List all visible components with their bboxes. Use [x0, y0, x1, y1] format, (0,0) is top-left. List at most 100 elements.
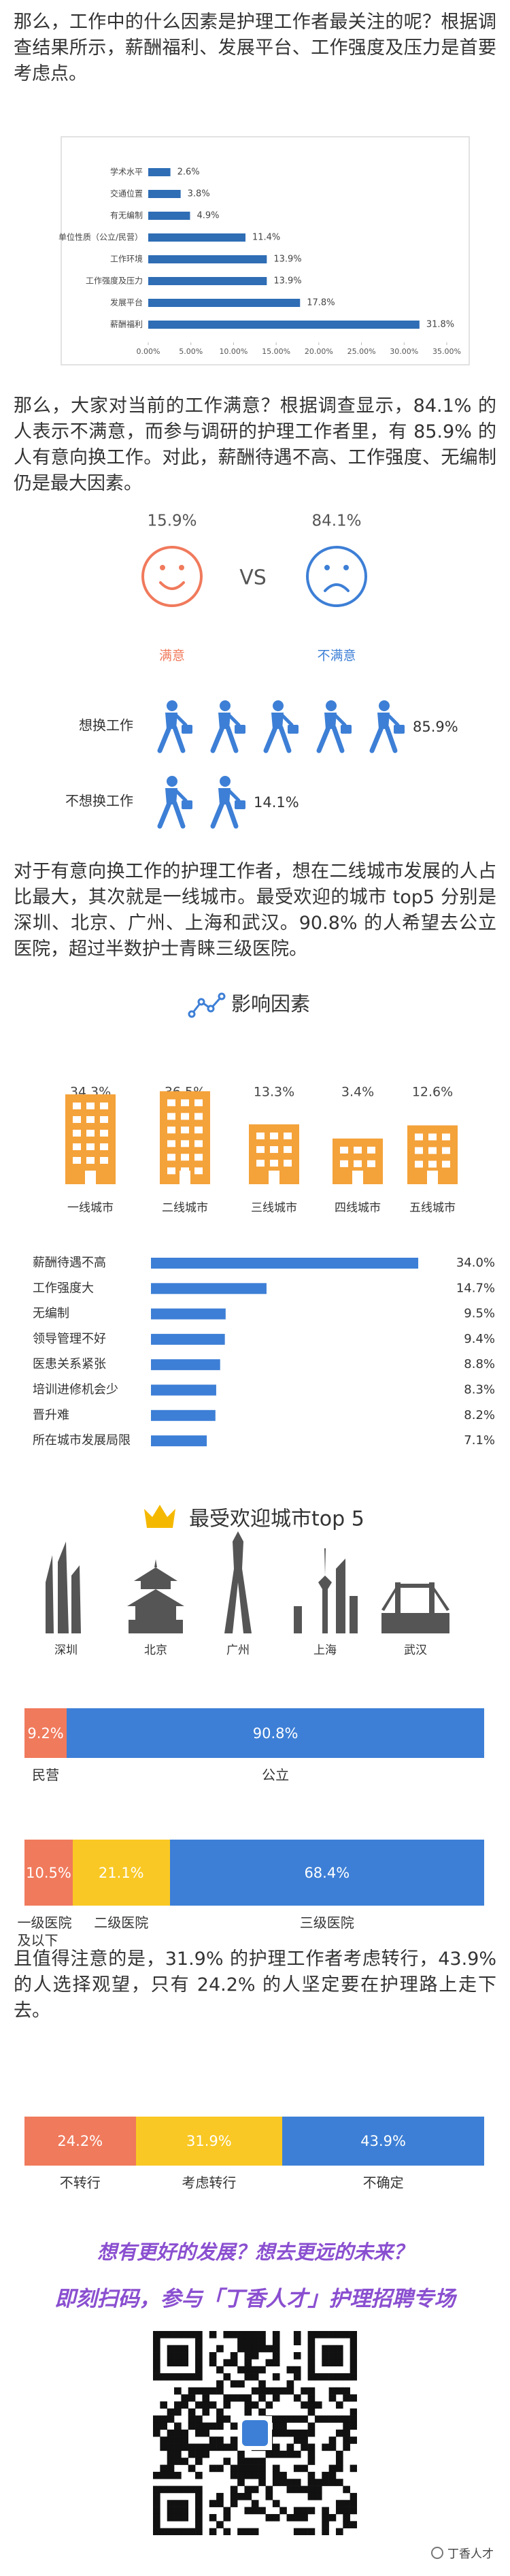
- qr-module: [307, 2479, 316, 2486]
- value-label: 13.3%: [254, 1085, 294, 1100]
- qr-module: [350, 2436, 357, 2444]
- value-label: 9.5%: [464, 1307, 495, 1321]
- qr-module: [153, 2338, 160, 2345]
- qr-module: [286, 2415, 294, 2423]
- legend-label: 公立: [262, 1767, 290, 1783]
- qr-module: [328, 2331, 337, 2338]
- qr-module: [216, 2521, 224, 2528]
- person-icon: [157, 700, 192, 753]
- legend-label: 二级医院: [94, 1914, 149, 1931]
- window: [100, 1156, 108, 1164]
- qr-module: [174, 2507, 182, 2515]
- qr-module: [343, 2429, 350, 2437]
- qr-module: [322, 2352, 329, 2360]
- qr-module: [237, 2394, 245, 2402]
- window: [73, 1102, 81, 1109]
- qr-module: [167, 2513, 175, 2522]
- qr-module: [188, 2422, 196, 2430]
- paragraph: 那么，工作中的什么因素是护理工作者最关注的呢？根据调查结果所示，薪酬福利、发展平…: [14, 12, 496, 84]
- value-label: 43.9%: [360, 2133, 406, 2149]
- category-label: 武汉: [404, 1644, 427, 1657]
- qr-module: [181, 2373, 189, 2381]
- qr-module: [167, 2528, 175, 2535]
- qr-module: [322, 2507, 329, 2515]
- stacked-chart: 10.5% 一级医院及以下 21.1% 二级医院 68.4% 三级医院: [0, 1840, 510, 1949]
- qr-module: [167, 2429, 175, 2437]
- window: [442, 1147, 450, 1154]
- qr-module: [216, 2345, 224, 2353]
- qr-module: [181, 2394, 189, 2402]
- qr-module: [181, 2401, 189, 2409]
- qr-module: [181, 2352, 189, 2360]
- qr-module: [216, 2408, 224, 2416]
- qr-module: [223, 2528, 231, 2535]
- qr-module: [230, 2500, 238, 2507]
- qr-module: [223, 2373, 231, 2381]
- qr-module: [307, 2338, 316, 2345]
- qr-logo: [242, 2420, 268, 2446]
- qr-module: [202, 2429, 210, 2437]
- legend-label: 考虑转行: [182, 2174, 237, 2191]
- door: [352, 1171, 363, 1184]
- qr-module: [244, 2345, 252, 2353]
- chart-svg: 最受欢迎城市top 5 深圳 北京 广州 上海 武汉: [46, 1505, 449, 1657]
- window: [194, 1140, 203, 1147]
- qr-module: [223, 2415, 231, 2423]
- qr-module: [195, 2485, 203, 2494]
- qr-module: [301, 2429, 308, 2437]
- qr-module: [251, 2331, 259, 2338]
- qr-module: [265, 2345, 273, 2353]
- qr-module: [223, 2507, 231, 2515]
- qr-module: [237, 2338, 245, 2345]
- category-label: 工作环境: [110, 254, 143, 264]
- category-label: 工作强度大: [33, 1281, 94, 1295]
- icon-legs: [210, 725, 239, 753]
- icon-head: [220, 776, 231, 787]
- qr-module: [307, 2429, 316, 2437]
- category-label: 五线城市: [409, 1201, 456, 1215]
- qr-module: [237, 2380, 245, 2388]
- stacked-chart: 9.2% 民营 90.8% 公立: [0, 1708, 510, 1783]
- qr-module: [286, 2479, 294, 2486]
- job-change-chart: 想换工作 85.9% 不想换工作 14.1%: [0, 681, 510, 830]
- qr-module: [279, 2429, 287, 2437]
- satisfaction-chart: 15.9% 满意 84.1% 不满意 VS: [0, 505, 510, 675]
- legend-label: 民营: [32, 1767, 60, 1783]
- qr-module: [230, 2471, 238, 2479]
- qr-module: [328, 2415, 337, 2423]
- qr-module: [195, 2458, 203, 2465]
- qr-module: [272, 2338, 280, 2345]
- qr-module: [328, 2464, 337, 2473]
- qr-module: [223, 2359, 231, 2367]
- window: [73, 1115, 81, 1123]
- qr-module: [307, 2443, 316, 2451]
- qr-module: [258, 2507, 266, 2515]
- qr-module: [314, 2401, 322, 2409]
- category-label: 想换工作: [79, 717, 133, 734]
- promo-line: 即刻扫码，参与「丁香人才」护理招聘专场: [54, 2287, 456, 2311]
- value-label: 15.9%: [147, 512, 197, 530]
- value-label: 84.1%: [311, 512, 361, 530]
- value-label: 13.9%: [273, 255, 301, 265]
- qr-module: [350, 2331, 357, 2338]
- chart-svg: 薪酬待遇不高 34.0% 工作强度大 14.7% 无编制 9.5% 领导管理不好 9.4% 医患…: [33, 1256, 495, 1448]
- category-label: 四线城市: [335, 1201, 381, 1215]
- window: [181, 1154, 189, 1161]
- qr-module: [307, 2394, 316, 2402]
- qr-module: [223, 2331, 231, 2338]
- value-label: 21.1%: [98, 1864, 144, 1881]
- icon-line: [190, 996, 223, 1015]
- qr-module: [322, 2443, 329, 2451]
- qr-module: [343, 2422, 350, 2430]
- qr-module: [322, 2471, 329, 2479]
- qr-module: [293, 2338, 301, 2345]
- qr-module: [258, 2387, 266, 2395]
- qr-module: [322, 2479, 329, 2486]
- qr-module: [343, 2507, 350, 2515]
- qr-module: [272, 2500, 280, 2507]
- qr-module: [343, 2394, 350, 2402]
- qr-module: [265, 2513, 273, 2522]
- face-outline: [141, 546, 203, 607]
- qr-module: [188, 2373, 196, 2381]
- qr-module: [279, 2415, 287, 2423]
